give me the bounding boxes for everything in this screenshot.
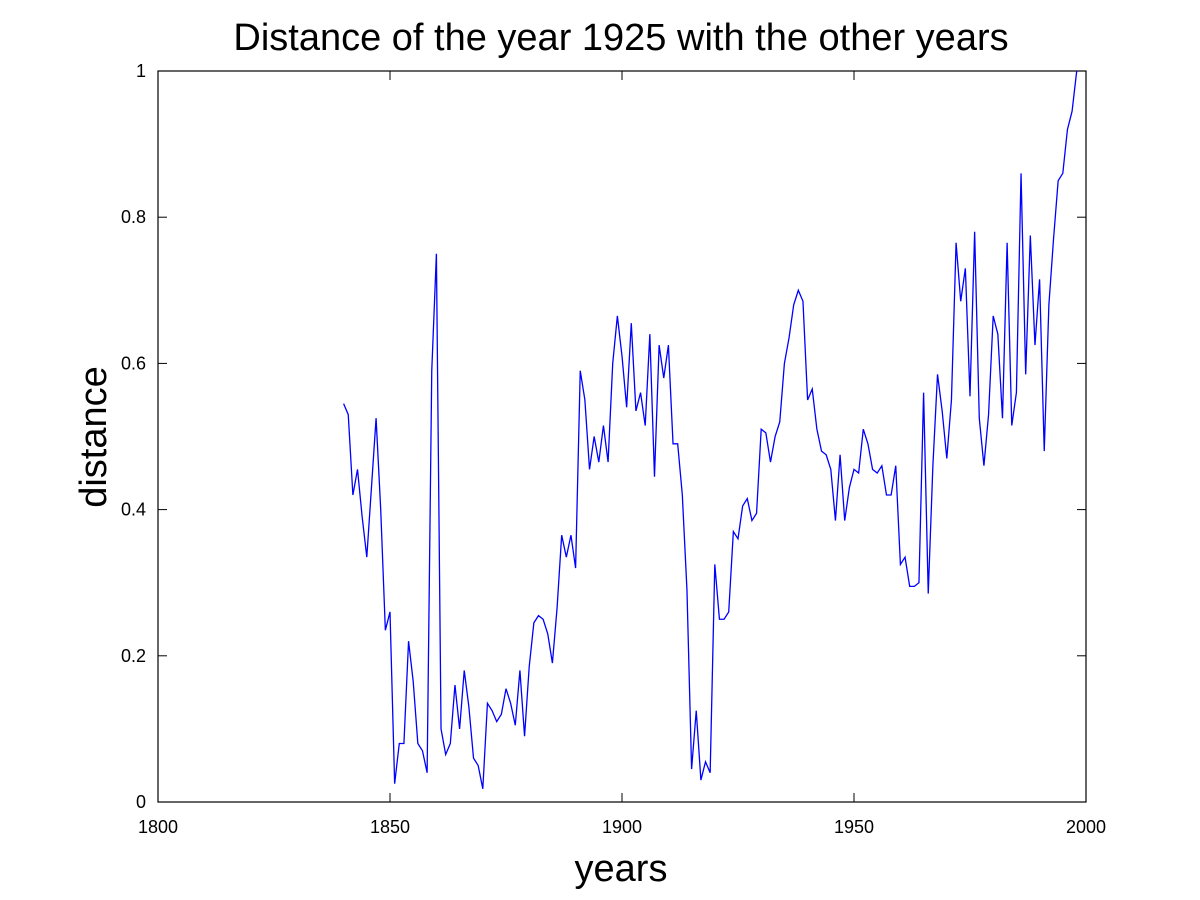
axis-tick-labels: 1800 1850 1900 1950 2000 0 0.2 0.4 0.6 0.8 1 (121, 61, 1106, 837)
x-axis-label: years (575, 848, 668, 890)
x-tick-label: 1950 (834, 817, 874, 837)
y-axis-label: distance (73, 366, 115, 508)
series-line (343, 70, 1078, 789)
y-tick-label: 1 (136, 61, 146, 81)
axis-ticks (157, 70, 1087, 803)
y-tick-label: 0.2 (121, 646, 146, 666)
y-tick-label: 0.4 (121, 500, 146, 520)
x-tick-label: 2000 (1066, 817, 1106, 837)
chart-title: Distance of the year 1925 with the other… (233, 17, 1008, 59)
y-tick-label: 0 (136, 792, 146, 812)
x-tick-label: 1900 (602, 817, 642, 837)
x-tick-label: 1850 (370, 817, 410, 837)
plot-frame (157, 70, 1087, 803)
x-tick-label: 1800 (138, 817, 178, 837)
y-tick-label: 0.8 (121, 207, 146, 227)
y-tick-label: 0.6 (121, 353, 146, 373)
